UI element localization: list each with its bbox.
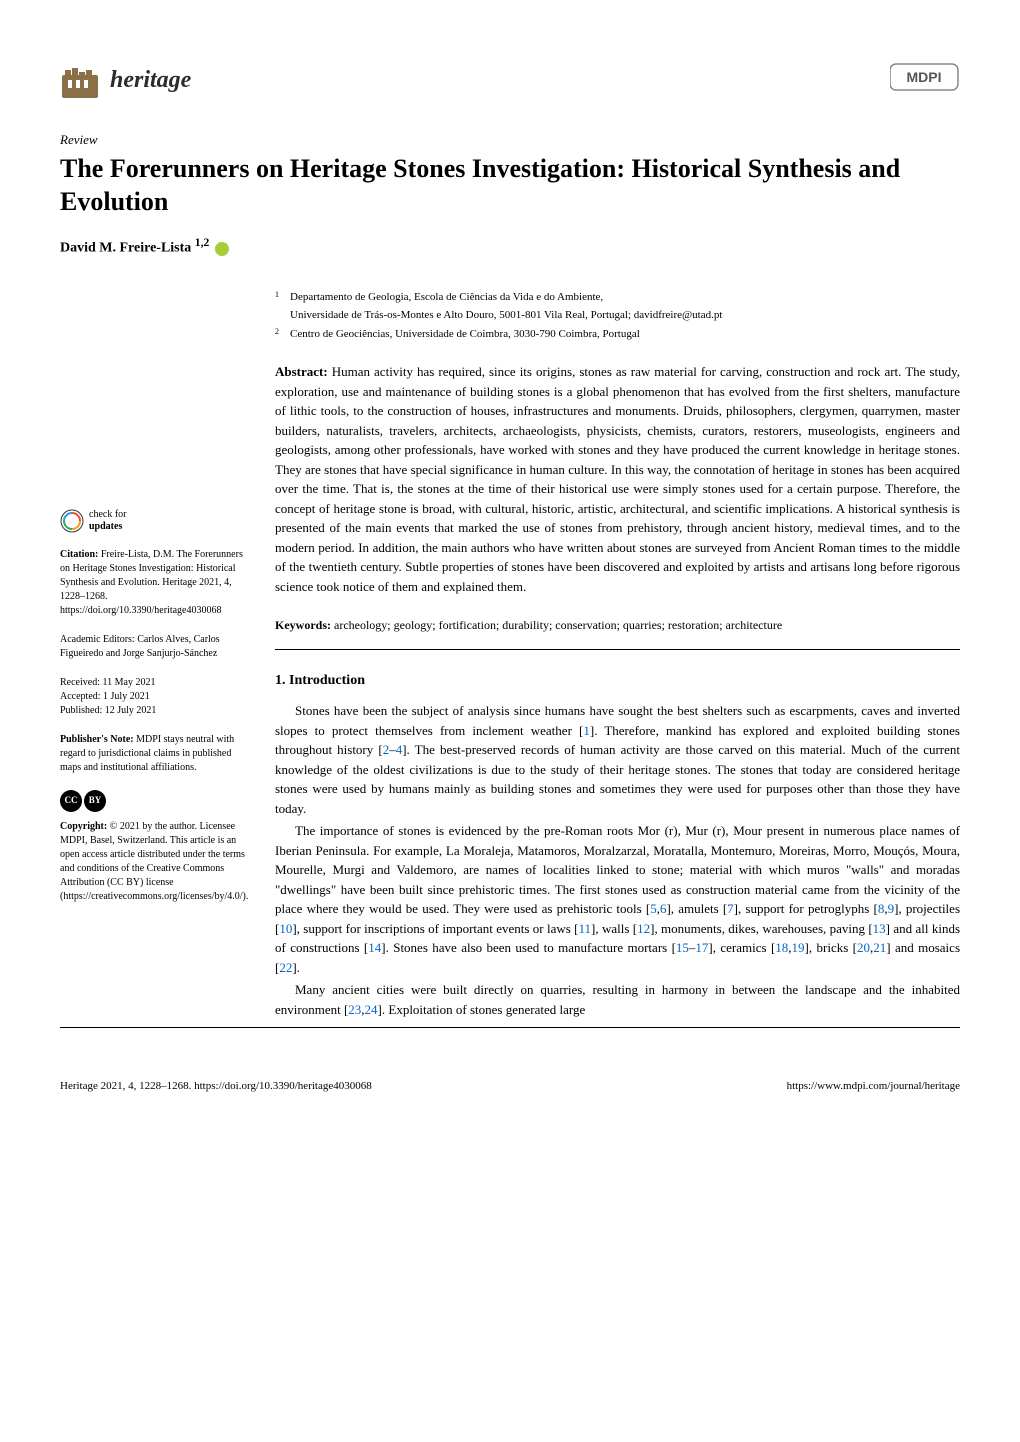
aff1b-text: Universidade de Trás-os-Montes e Alto Do… <box>290 309 722 321</box>
citation-label: Citation: <box>60 549 98 560</box>
abstract-block: Abstract: Human activity has required, s… <box>275 362 960 596</box>
paragraph-1: Stones have been the subject of analysis… <box>275 701 960 818</box>
keywords-text: archeology; geology; fortification; dura… <box>334 618 782 632</box>
ref-21[interactable]: 21 <box>873 940 886 955</box>
journal-logo-block: heritage <box>60 60 191 100</box>
editors-block: Academic Editors: Carlos Alves, Carlos F… <box>60 633 250 661</box>
abstract-label: Abstract: <box>275 364 328 379</box>
author-line: David M. Freire-Lista 1,2 <box>60 234 960 259</box>
received-date: Received: 11 May 2021 <box>60 676 250 690</box>
sidebar: check forupdates Citation: Freire-Lista,… <box>60 289 250 1023</box>
footer-divider <box>60 1027 960 1028</box>
keywords-block: Keywords: archeology; geology; fortifica… <box>275 616 960 650</box>
ref-17[interactable]: 17 <box>695 940 708 955</box>
svg-text:MDPI: MDPI <box>907 69 942 85</box>
affiliation-2: 2 Centro de Geociências, Universidade de… <box>290 326 960 343</box>
author-superscript: 1,2 <box>195 236 210 249</box>
affiliation-1b: Universidade de Trás-os-Montes e Alto Do… <box>290 307 960 324</box>
aff2-num: 2 <box>275 326 279 338</box>
ref-22[interactable]: 22 <box>279 960 292 975</box>
footer: Heritage 2021, 4, 1228–1268. https://doi… <box>60 1068 960 1095</box>
accepted-date: Accepted: 1 July 2021 <box>60 690 250 704</box>
ref-15[interactable]: 15 <box>676 940 689 955</box>
footer-right[interactable]: https://www.mdpi.com/journal/heritage <box>787 1078 960 1095</box>
copyright-text: © 2021 by the author. Licensee MDPI, Bas… <box>60 821 248 902</box>
published-date: Published: 12 July 2021 <box>60 704 250 718</box>
by-icon: BY <box>84 790 106 812</box>
check-updates-icon <box>60 509 84 533</box>
cc-icon: CC <box>60 790 82 812</box>
check-updates-text: check forupdates <box>89 509 126 533</box>
header: heritage MDPI <box>60 60 960 100</box>
ref-5[interactable]: 5 <box>650 901 657 916</box>
p2-k: ], bricks [ <box>805 940 857 955</box>
ref-14[interactable]: 14 <box>368 940 381 955</box>
p2-i: ]. Stones have also been used to manufac… <box>381 940 676 955</box>
sidebar-spacer <box>60 289 250 509</box>
p2-m: ]. <box>292 960 300 975</box>
ref-20[interactable]: 20 <box>857 940 870 955</box>
p3-b: ]. Exploitation of stones generated larg… <box>378 1002 586 1017</box>
ref-12[interactable]: 12 <box>637 921 650 936</box>
cc-license-badge[interactable]: CC BY <box>60 790 250 812</box>
copyright-label: Copyright: <box>60 821 107 832</box>
article-title: The Forerunners on Heritage Stones Inves… <box>60 152 960 220</box>
p2-j: ], ceramics [ <box>708 940 775 955</box>
ref-8[interactable]: 8 <box>878 901 885 916</box>
heritage-logo-icon <box>60 60 100 100</box>
journal-name: heritage <box>110 62 191 98</box>
main-content: check forupdates Citation: Freire-Lista,… <box>60 289 960 1023</box>
aff1-text: Departamento de Geologia, Escola de Ciên… <box>290 291 603 303</box>
keywords-label: Keywords: <box>275 618 331 632</box>
page-container: heritage MDPI Review The Forerunners on … <box>0 0 1020 1135</box>
mdpi-logo: MDPI <box>890 62 960 98</box>
editors-label: Academic Editors: <box>60 634 135 645</box>
citation-block: Citation: Freire-Lista, D.M. The Forerun… <box>60 548 250 618</box>
ref-23[interactable]: 23 <box>348 1002 361 1017</box>
ref-18[interactable]: 18 <box>775 940 788 955</box>
p2-e: ], support for inscriptions of important… <box>292 921 578 936</box>
author-name: David M. Freire-Lista <box>60 241 191 256</box>
paragraph-3: Many ancient cities were built directly … <box>275 980 960 1019</box>
abstract-text: Human activity has required, since its o… <box>275 364 960 594</box>
ref-19[interactable]: 19 <box>792 940 805 955</box>
ref-24[interactable]: 24 <box>365 1002 378 1017</box>
paragraph-2: The importance of stones is evidenced by… <box>275 821 960 977</box>
p2-c: ], support for petroglyphs [ <box>734 901 878 916</box>
dates-block: Received: 11 May 2021 Accepted: 1 July 2… <box>60 676 250 718</box>
ref-13[interactable]: 13 <box>873 921 886 936</box>
p2-f: ], walls [ <box>591 921 637 936</box>
copyright-block: Copyright: © 2021 by the author. License… <box>60 820 250 904</box>
aff1-num: 1 <box>275 289 279 301</box>
article-type: Review <box>60 130 960 150</box>
content-column: 1 Departamento de Geologia, Escola de Ci… <box>275 289 960 1023</box>
affiliations-block: 1 Departamento de Geologia, Escola de Ci… <box>275 289 960 343</box>
footer-left: Heritage 2021, 4, 1228–1268. https://doi… <box>60 1078 372 1095</box>
publisher-note-block: Publisher's Note: MDPI stays neutral wit… <box>60 733 250 775</box>
publisher-note-label: Publisher's Note: <box>60 734 134 745</box>
ref-11[interactable]: 11 <box>579 921 592 936</box>
check-updates-block[interactable]: check forupdates <box>60 509 250 533</box>
orcid-icon[interactable] <box>215 242 229 256</box>
intro-heading: 1. Introduction <box>275 670 960 691</box>
affiliation-1: 1 Departamento de Geologia, Escola de Ci… <box>290 289 960 306</box>
ref-10[interactable]: 10 <box>279 921 292 936</box>
p2-g: ], monuments, dikes, warehouses, paving … <box>650 921 873 936</box>
p2-b: ], amulets [ <box>666 901 727 916</box>
aff2-text: Centro de Geociências, Universidade de C… <box>290 328 640 340</box>
